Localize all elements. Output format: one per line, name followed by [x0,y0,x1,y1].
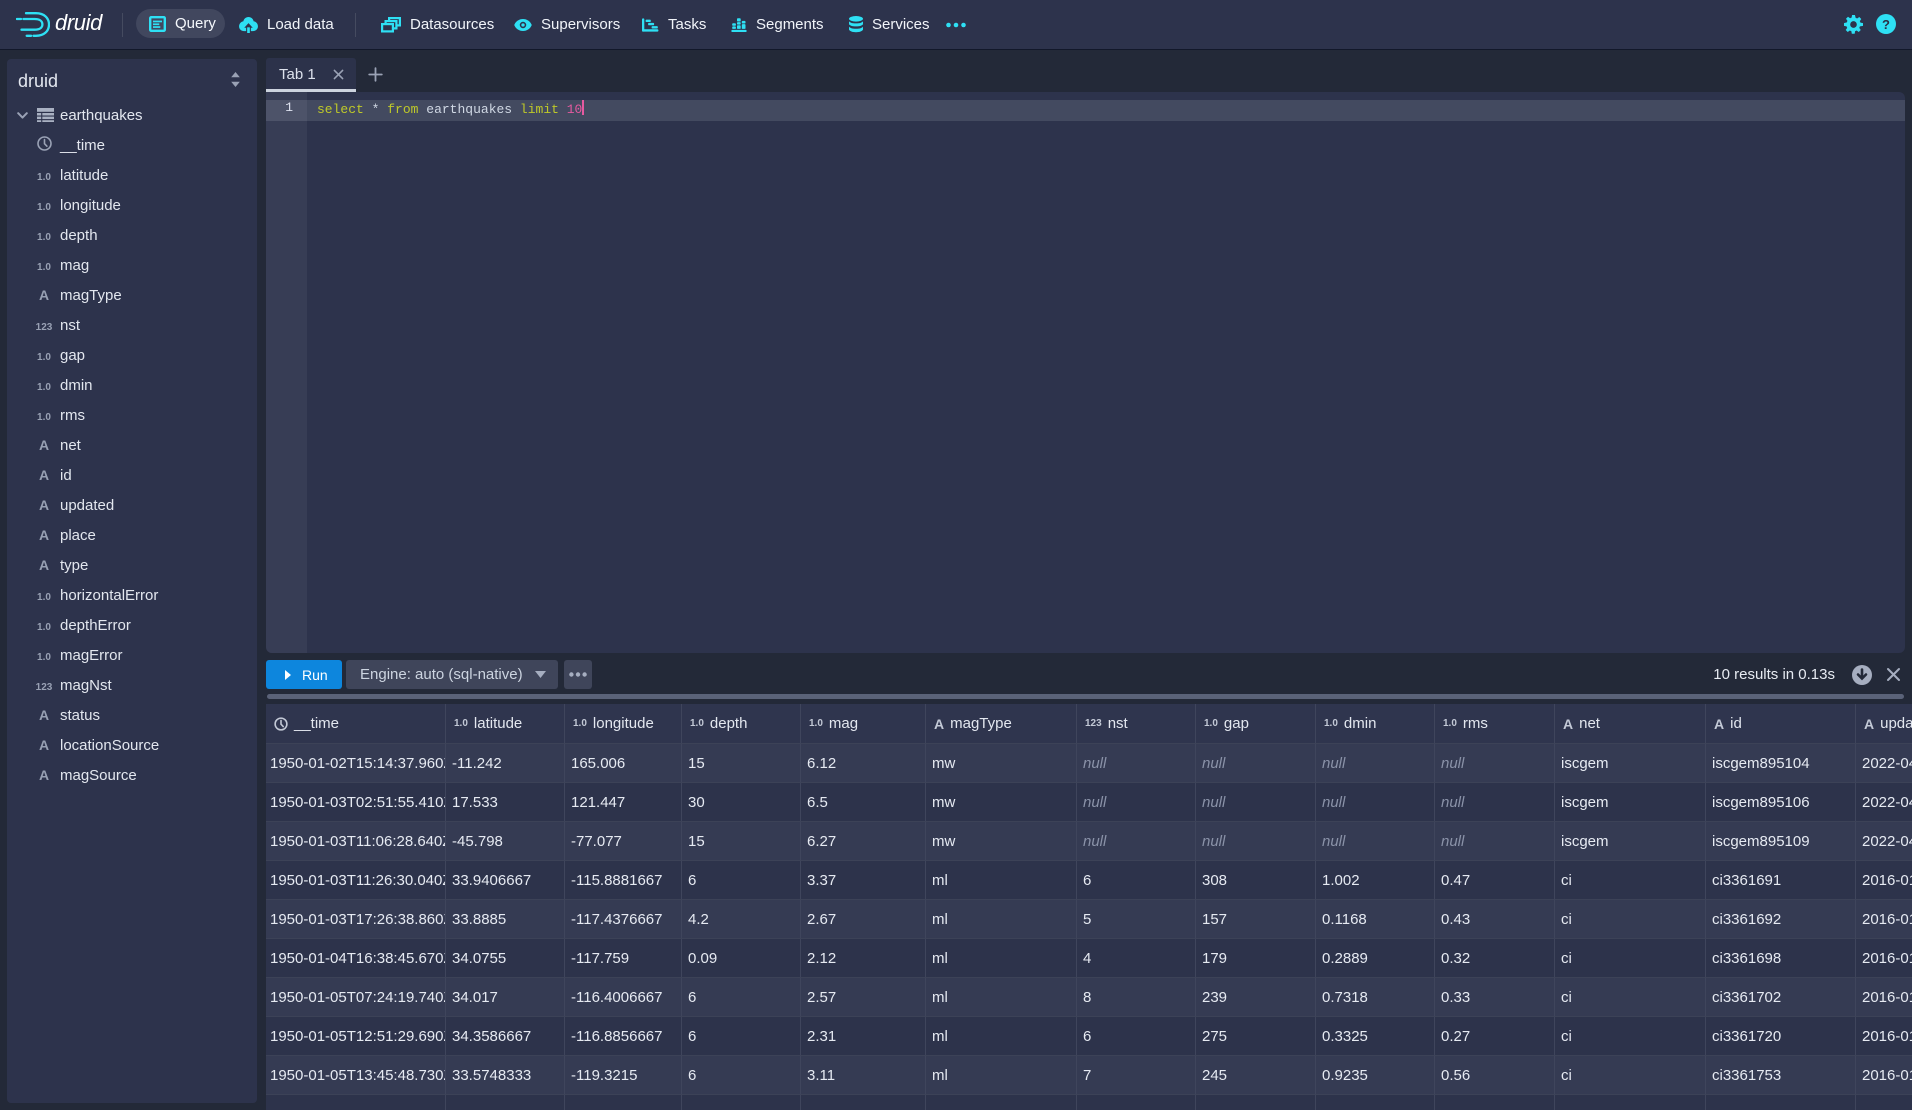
svg-text:?: ? [1882,17,1890,32]
